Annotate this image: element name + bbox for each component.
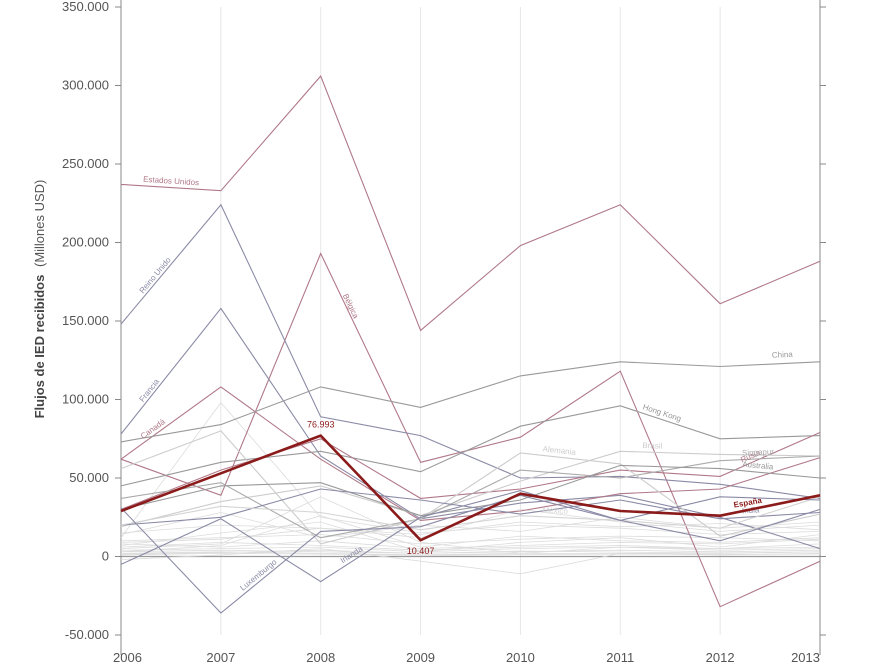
series-label: Alemania [542,444,577,457]
series-line [120,430,821,545]
background-series-line [120,508,821,539]
y-tick-label: 200.000 [62,235,109,250]
y-tick-label: 250.000 [62,156,109,171]
series-line [120,496,821,531]
background-series-line [120,541,821,551]
series-label: México [542,506,568,516]
espana-data-label: 10.407 [407,546,435,556]
x-tick-label: 2013 [791,650,820,665]
series-label: Luxemburgo [238,557,279,592]
y-axis-title-normal: (Millones USD) [32,180,47,267]
x-tick-label: 2011 [606,650,634,665]
x-tick-label: 2012 [706,650,735,665]
series-line [120,490,821,583]
espana-data-label: 76.993 [307,420,335,430]
series-label: Brasil [642,441,662,451]
y-tick-label: -50.000 [65,627,109,642]
series-label: Hong Kong [642,402,683,423]
background-series-line [120,521,821,553]
background-series-line [120,401,821,538]
x-tick-label: 2010 [506,650,535,665]
series-line [120,431,821,510]
x-tick-label: 2009 [406,650,435,665]
series-label: Bélgica [341,292,361,320]
x-tick-label: 2006 [113,650,142,665]
y-axis: -50.000 0 50.000 100.000 150.000 200.000 250.0… [62,0,826,655]
x-tick-label: 2008 [306,650,335,665]
series-label: Australia [742,460,774,472]
y-axis-title: Flujos de IED recibidos (Millones USD) [32,180,47,419]
x-axis: 2006 2007 2008 2009 2010 2011 2012 2013 [113,650,820,665]
background-series-line [120,549,821,555]
y-tick-label: 50.000 [69,470,109,485]
background-series-group [120,401,821,575]
y-tick-label: 0 [102,549,109,564]
series-line [120,203,821,499]
series-line [120,450,821,528]
y-axis-title-bold: Flujos de IED recibidos [32,275,47,419]
grid-lines [120,7,821,635]
series-label: Francia [138,377,162,404]
y-tick-label: 350.000 [62,0,109,14]
series-group [120,75,821,614]
y-tick-label: 150.000 [62,313,109,328]
espana-line [120,434,821,542]
background-series-line [120,548,821,575]
series-line [120,307,821,550]
series-label: Singapur [742,447,775,458]
series-line [120,455,821,539]
background-series-line [120,546,821,553]
y-tick-label: 300.000 [62,78,109,93]
series-line [120,494,821,614]
series-label: Reino Unido [138,255,173,295]
y-tick-label: 100.000 [62,392,109,407]
series-label: China [772,350,794,360]
series-line [120,75,821,332]
series-line [120,405,821,487]
series-line [120,464,821,517]
series-line [120,252,821,608]
background-series-line [120,515,821,553]
x-tick-label: 2007 [206,650,235,665]
series-line [120,361,821,443]
series-label: Estados Unidos [143,175,199,188]
